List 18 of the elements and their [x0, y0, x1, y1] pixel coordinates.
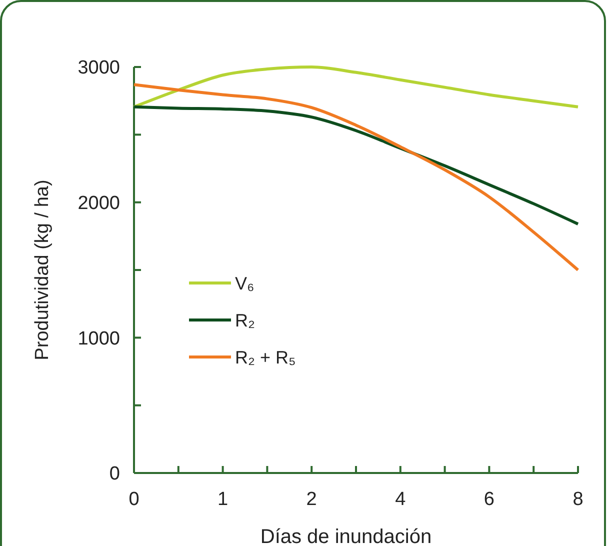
- legend-label: R₂: [235, 310, 255, 330]
- x-axis-title: Días de inundación: [260, 526, 432, 546]
- x-tick-label: 4: [395, 489, 406, 510]
- y-axis-title: Produtividad (kg / ha): [32, 180, 53, 360]
- x-tick-label: 1: [218, 489, 228, 510]
- x-tick-label: 0: [128, 489, 140, 510]
- y-tick-label: 2000: [78, 192, 120, 214]
- line-series: [132, 83, 580, 272]
- x-tick-label: 6: [484, 489, 494, 510]
- line-series: [132, 105, 580, 226]
- y-tick-label: 0: [109, 464, 120, 485]
- legend-label: V₆: [235, 273, 254, 294]
- line-series: [132, 66, 580, 108]
- x-tick-label: 2: [306, 489, 317, 510]
- y-tick-label: 3000: [78, 58, 120, 79]
- legend-label: R₂ + R₅: [235, 347, 296, 368]
- x-tick-label: 8: [572, 489, 584, 510]
- y-tick-label: 1000: [78, 328, 120, 350]
